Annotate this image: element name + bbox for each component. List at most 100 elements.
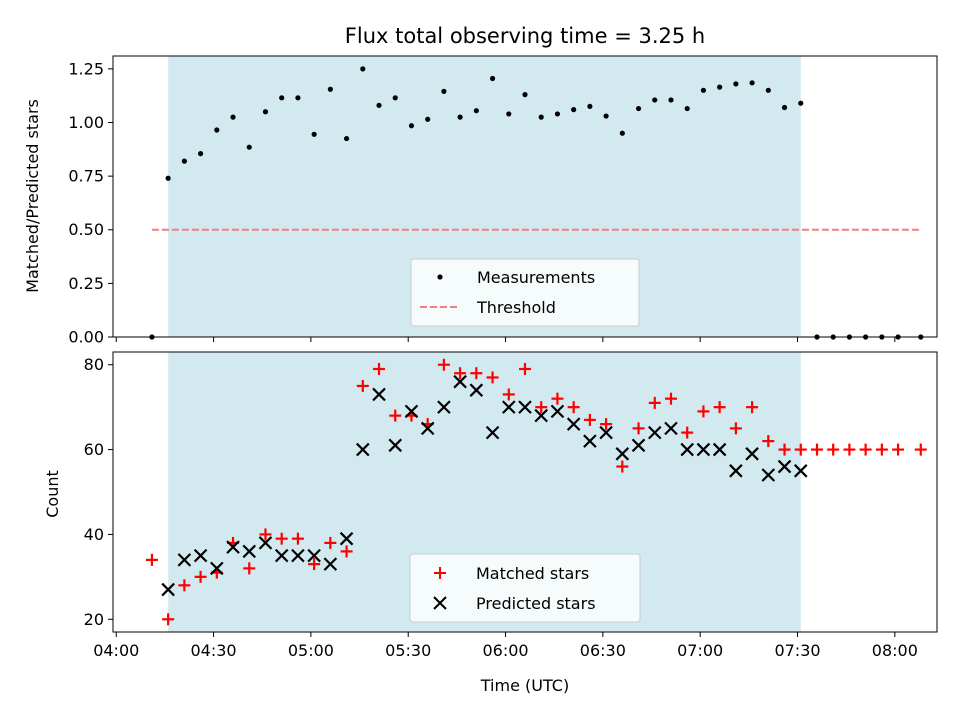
predicted-star-point xyxy=(745,447,759,461)
legend-predicted-label: Predicted stars xyxy=(476,594,596,613)
top-axes-frame xyxy=(112,55,938,338)
top-y-tick-label: 1.25 xyxy=(68,59,104,78)
legend-matched-marker xyxy=(434,567,446,579)
predicted-star-point xyxy=(729,464,743,478)
legend-predicted-marker xyxy=(433,596,447,610)
matched-star-point xyxy=(437,358,450,371)
measurement-point xyxy=(473,108,479,114)
matched-star-point xyxy=(583,413,596,426)
measurement-point xyxy=(668,97,674,103)
predicted-star-point xyxy=(583,434,597,448)
matched-star-point xyxy=(794,443,807,456)
top-axes: 0.00 0.25 0.50 0.75 1.00 1.25 Matched/Predict… xyxy=(23,55,938,347)
measurement-point xyxy=(717,84,723,90)
measurement-point xyxy=(587,103,593,110)
top-y-axis-label: Matched/Predicted stars xyxy=(23,99,42,293)
bottom-x-ticks: 04:00 04:30 05:00 05:30 06:00 06:30 07:00 07:30… xyxy=(93,632,918,660)
predicted-stars-points xyxy=(161,374,808,597)
measurement-point xyxy=(733,81,739,87)
bottom-y-ticks: 20 40 60 80 xyxy=(84,355,113,629)
matched-star-point xyxy=(373,362,386,375)
matched-star-point xyxy=(827,443,840,456)
top-y-tick-label: 0.25 xyxy=(68,274,104,293)
matched-star-point xyxy=(324,536,337,549)
predicted-star-point xyxy=(161,582,175,597)
matched-star-point xyxy=(875,443,888,456)
matched-star-point xyxy=(648,396,661,409)
measurement-point xyxy=(408,123,415,129)
bottom-y-tick-label: 40 xyxy=(84,525,104,544)
x-axis-label: Time (UTC) xyxy=(480,676,569,695)
matched-star-point xyxy=(616,460,629,473)
bottom-y-tick-label: 80 xyxy=(84,355,104,374)
measurement-point xyxy=(749,80,755,86)
predicted-star-point xyxy=(550,404,565,419)
bottom-x-tick-label: 04:30 xyxy=(191,641,237,660)
matched-star-point xyxy=(178,579,191,592)
predicted-star-point xyxy=(356,442,370,457)
bottom-legend-box xyxy=(409,553,641,623)
matched-star-point xyxy=(762,435,775,448)
top-y-tick-label: 0.75 xyxy=(68,167,104,186)
top-x-ticks xyxy=(115,337,896,342)
bottom-legend: Matched stars Predicted stars xyxy=(409,553,641,623)
measurement-point xyxy=(392,95,398,101)
top-y-tick-label: 0.50 xyxy=(68,220,104,239)
predicted-star-point xyxy=(420,421,435,436)
matched-star-point xyxy=(632,422,645,435)
bottom-x-tick-label: 08:00 xyxy=(872,641,918,660)
top-legend-box xyxy=(410,258,640,327)
predicted-star-point xyxy=(193,548,208,563)
matched-star-point xyxy=(600,418,613,431)
measurement-point xyxy=(522,92,528,98)
measurement-point xyxy=(376,102,382,108)
measurement-point xyxy=(279,95,285,101)
matched-star-point xyxy=(389,409,402,422)
matched-star-point xyxy=(697,405,710,418)
legend-threshold-label: Threshold xyxy=(476,298,556,317)
matched-star-point xyxy=(194,570,207,583)
matched-star-point xyxy=(470,367,483,380)
predicted-star-point xyxy=(177,553,192,567)
top-legend: Measurements Threshold xyxy=(410,258,640,327)
predicted-star-point xyxy=(404,404,419,419)
chart-title: Flux total observing time = 3.25 h xyxy=(345,24,705,48)
predicted-star-point xyxy=(469,383,484,397)
measurement-point xyxy=(652,97,658,103)
predicted-star-point xyxy=(453,374,467,389)
measurement-point xyxy=(457,114,463,120)
predicted-star-point xyxy=(615,447,630,461)
measurement-point xyxy=(181,158,187,164)
measurement-point xyxy=(327,86,333,92)
matched-star-point xyxy=(746,401,759,414)
measurement-point xyxy=(684,105,690,112)
measurement-point xyxy=(506,111,512,117)
matched-star-point xyxy=(291,532,304,545)
predicted-star-point xyxy=(372,387,386,402)
predicted-star-point xyxy=(680,442,694,457)
matched-star-point xyxy=(914,443,927,456)
measurement-point xyxy=(603,113,609,119)
predicted-star-point xyxy=(793,464,808,478)
predicted-star-point xyxy=(647,425,662,440)
predicted-star-point xyxy=(502,400,516,414)
predicted-star-point xyxy=(485,425,500,440)
bottom-x-tick-label: 07:00 xyxy=(677,641,723,660)
bottom-x-tick-label: 05:00 xyxy=(288,641,334,660)
matched-star-point xyxy=(713,401,726,414)
predicted-star-point xyxy=(777,459,792,474)
matched-star-point xyxy=(810,443,823,456)
predicted-star-point xyxy=(339,531,354,546)
bottom-y-tick-label: 60 xyxy=(84,440,104,459)
matched-star-point xyxy=(859,443,872,456)
measurement-point xyxy=(425,116,431,122)
legend-matched-label: Matched stars xyxy=(476,564,589,583)
predicted-star-point xyxy=(388,438,403,453)
top-y-ticks: 0.00 0.25 0.50 0.75 1.00 1.25 xyxy=(68,59,113,347)
predicted-star-point xyxy=(242,544,257,559)
measurement-point xyxy=(165,175,171,181)
predicted-star-point xyxy=(566,417,581,431)
predicted-star-point xyxy=(226,540,240,554)
